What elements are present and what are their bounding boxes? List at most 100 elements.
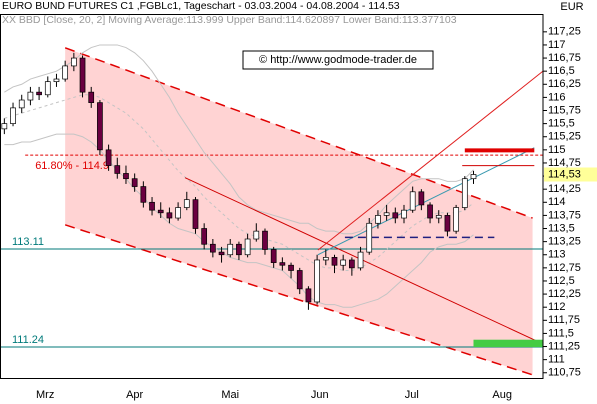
plot-frame bbox=[0, 14, 544, 379]
candle-body bbox=[401, 209, 407, 219]
candle-body bbox=[322, 257, 329, 261]
candle-body bbox=[140, 186, 147, 203]
y-tick-label: 114,75 bbox=[548, 157, 581, 169]
candle-body bbox=[1, 123, 8, 130]
y-tick-label: 116 bbox=[548, 91, 566, 103]
candle-body bbox=[279, 262, 286, 266]
candle-body bbox=[70, 57, 77, 67]
candle-body bbox=[470, 174, 477, 180]
plot-area: 113.11 111.24 61.80% - 114.9 bbox=[0, 44, 544, 376]
candle-body bbox=[62, 65, 69, 80]
y-tick-label: 113 bbox=[548, 249, 566, 261]
y-tick-label: 112,25 bbox=[548, 288, 581, 300]
y-tick-label: 117,25 bbox=[548, 26, 581, 38]
y-tick-label: 111,5 bbox=[548, 327, 574, 339]
y-tick-label: 111,25 bbox=[548, 340, 580, 352]
x-tick-label: Mai bbox=[221, 389, 239, 401]
upper-band bbox=[4, 44, 474, 235]
candle-body bbox=[349, 259, 355, 269]
candle-body bbox=[210, 243, 216, 253]
channel-border bbox=[64, 47, 533, 219]
watermark: © http://www.godmode-trader.de bbox=[259, 54, 417, 66]
candle-body bbox=[201, 228, 208, 245]
candle-body bbox=[157, 209, 164, 214]
candle-body bbox=[218, 251, 225, 256]
candle-body bbox=[97, 102, 103, 151]
candle-body bbox=[288, 264, 294, 271]
y-tick-label: 114,25 bbox=[548, 183, 581, 195]
candle-body bbox=[105, 149, 112, 166]
y-tick-label: 113,75 bbox=[548, 209, 581, 221]
y-tick-label: 115,5 bbox=[548, 118, 575, 130]
currency: EUR bbox=[560, 1, 583, 13]
candle-body bbox=[149, 201, 155, 211]
channel-fill bbox=[65, 47, 533, 375]
candle-body bbox=[461, 178, 468, 208]
candle-body bbox=[236, 243, 242, 256]
x-tick-label: Apr bbox=[126, 389, 143, 401]
x-tick-label: Jul bbox=[405, 389, 419, 401]
candle-body bbox=[453, 207, 459, 232]
watermark-box bbox=[242, 50, 434, 70]
y-tick-label: 113,25 bbox=[548, 236, 581, 248]
y-tick-label: 116,75 bbox=[548, 52, 581, 64]
candle-body bbox=[36, 91, 42, 96]
candle-body bbox=[427, 204, 433, 219]
candle-body bbox=[114, 165, 121, 174]
candle-body bbox=[27, 91, 34, 101]
trendline bbox=[184, 177, 544, 345]
y-tick-label: 114 bbox=[548, 196, 566, 208]
candle-body bbox=[305, 288, 312, 303]
candle-body bbox=[314, 259, 320, 303]
candle-body bbox=[10, 107, 16, 124]
level-label: 111.24 bbox=[12, 334, 44, 346]
x-tick-label: Jun bbox=[311, 389, 329, 401]
candle-body bbox=[409, 191, 416, 211]
y-tick-label: 112,75 bbox=[548, 262, 581, 274]
price-tag bbox=[544, 167, 597, 182]
y-tick-label: 116,5 bbox=[548, 65, 575, 77]
y-tick-label: 110,75 bbox=[548, 367, 581, 379]
candle-body bbox=[392, 212, 399, 219]
y-tick-label: 115,25 bbox=[548, 131, 581, 143]
candle-body bbox=[357, 251, 364, 269]
y-tick-label: 116,25 bbox=[548, 78, 581, 90]
candle-body bbox=[383, 212, 390, 216]
candle-body bbox=[375, 215, 381, 224]
candle-body bbox=[18, 99, 25, 109]
fib-label: 61.80% - 114.9 bbox=[35, 160, 109, 172]
level-label: 113.11 bbox=[12, 236, 44, 248]
y-tick-label: 111 bbox=[548, 354, 565, 366]
y-tick-label: 115,75 bbox=[548, 104, 581, 116]
y-tick-label: 115 bbox=[548, 144, 566, 156]
indicator-text: XX BBD [Close, 20, 2] Moving Average:113… bbox=[2, 14, 457, 26]
candle-body bbox=[227, 243, 234, 256]
candle-body bbox=[183, 199, 190, 208]
target-zone bbox=[473, 339, 543, 348]
y-tick-label: 111,75 bbox=[548, 314, 580, 326]
candle-body bbox=[366, 222, 373, 253]
candle-body bbox=[435, 215, 442, 219]
x-tick-label: Aug bbox=[492, 389, 512, 401]
candle-body bbox=[131, 178, 138, 187]
candle-body bbox=[262, 230, 268, 250]
candle-body bbox=[123, 173, 129, 180]
candle-body bbox=[53, 78, 60, 83]
candle-body bbox=[270, 249, 277, 263]
channel-border bbox=[64, 224, 533, 376]
trendline bbox=[317, 70, 544, 251]
candle-body bbox=[175, 207, 181, 219]
y-tick-label: 112,5 bbox=[548, 275, 575, 287]
y-tick-label: 113,5 bbox=[548, 222, 575, 234]
candle-body bbox=[253, 230, 260, 240]
candle-body bbox=[88, 91, 95, 103]
candle-body bbox=[44, 81, 51, 96]
candle-body bbox=[192, 199, 199, 229]
candle-body bbox=[296, 270, 303, 290]
candle-body bbox=[418, 191, 425, 206]
price-tag-label: 114,53 bbox=[548, 168, 581, 180]
x-tick-label: Mrz bbox=[36, 389, 54, 401]
candle-body bbox=[166, 212, 173, 219]
candle-body bbox=[244, 238, 251, 256]
